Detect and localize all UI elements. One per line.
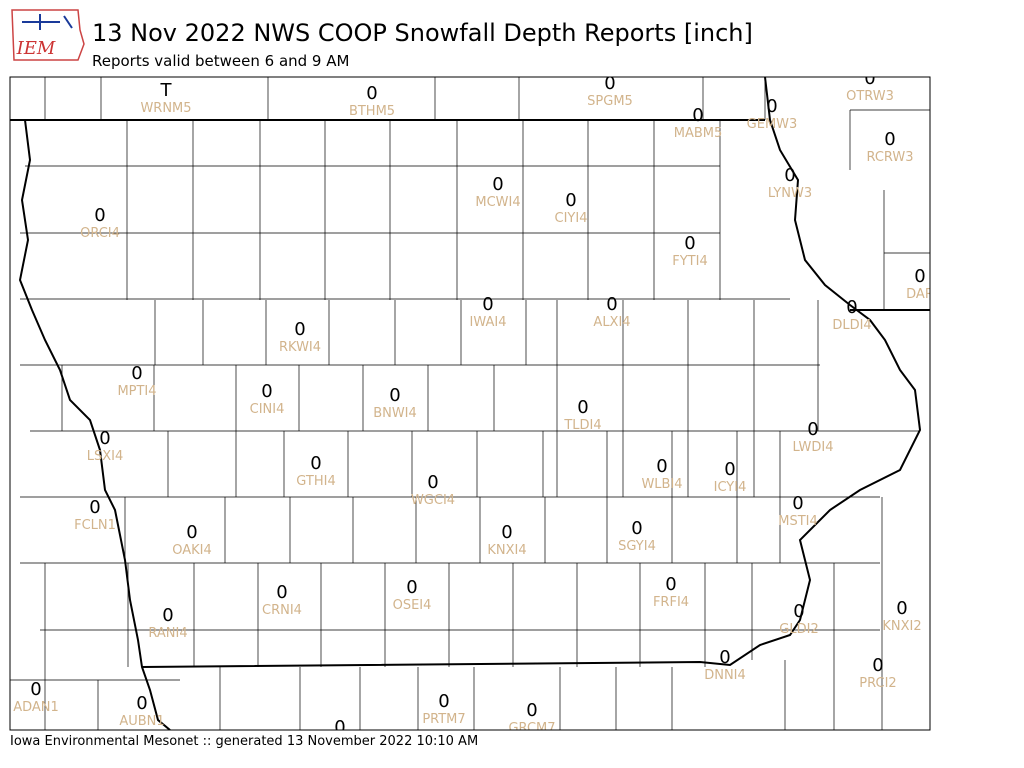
- station-value: 0: [89, 497, 100, 518]
- station-value: 0: [131, 363, 142, 384]
- station-value: 0: [577, 397, 588, 418]
- station-value: 0: [99, 428, 110, 449]
- station-value: 0: [872, 655, 883, 676]
- station-id: KNXI2: [882, 619, 921, 634]
- station-id: OTRW3: [846, 89, 894, 104]
- map-frame: [9, 76, 931, 731]
- station-id: TLDI4: [563, 418, 601, 433]
- station-id: CINI4: [250, 402, 285, 417]
- station-value: 0: [719, 647, 730, 668]
- station-value: 0: [665, 574, 676, 595]
- station-value: 0: [884, 129, 895, 150]
- station-value: 0: [389, 385, 400, 406]
- station-id: CIYI4: [555, 211, 588, 226]
- station-id: GRCM7: [508, 721, 555, 736]
- station-value: 0: [846, 297, 857, 318]
- station-id: IWAI4: [470, 315, 507, 330]
- station-value: 0: [684, 233, 695, 254]
- station-id: FYTI4: [672, 254, 707, 269]
- footer: Iowa Environmental Mesonet :: generated …: [10, 734, 478, 749]
- station-id: LWDI4: [792, 440, 833, 455]
- logo-text: IEM: [16, 38, 56, 59]
- station-value: 0: [914, 266, 925, 287]
- station-id: WLBI4: [641, 477, 682, 492]
- station-value: 0: [310, 453, 321, 474]
- station-id: WGCI4: [411, 493, 455, 508]
- station-value: 0: [276, 582, 287, 603]
- title: 13 Nov 2022 NWS COOP Snowfall Depth Repo…: [92, 19, 753, 47]
- station-value: 0: [792, 493, 803, 514]
- station-id: WRNM5: [140, 101, 191, 116]
- station-value: 0: [565, 190, 576, 211]
- station-value: 0: [896, 598, 907, 619]
- station-value: 0: [724, 459, 735, 480]
- station-id: BTHM5: [349, 104, 395, 119]
- station-value: 0: [162, 605, 173, 626]
- station-id: GLDI2: [779, 622, 818, 637]
- station-value: 0: [864, 68, 875, 89]
- station-value: 0: [261, 381, 272, 402]
- station-id: PRTM7: [422, 712, 465, 727]
- station-value: 0: [604, 73, 615, 94]
- station-id: GTHI4: [296, 474, 335, 489]
- county-lines: [10, 77, 930, 730]
- station-id: ALXI4: [593, 315, 630, 330]
- station-value: 0: [766, 96, 777, 117]
- station-id: RKWI4: [279, 340, 321, 355]
- station-value: 0: [482, 294, 493, 315]
- station-id: ORCI4: [80, 226, 120, 241]
- station-id: FCLN1: [74, 518, 116, 533]
- logo: IEM: [11, 9, 85, 61]
- station-id: RANI4: [148, 626, 187, 641]
- station-id: CRNI4: [262, 603, 302, 618]
- station-value: 0: [438, 691, 449, 712]
- station-value: 0: [427, 472, 438, 493]
- station-value: 0: [501, 522, 512, 543]
- station-id: FRFI4: [653, 595, 689, 610]
- station-id: DNNI4: [704, 668, 746, 683]
- station-value: 0: [294, 319, 305, 340]
- station-value: 0: [30, 679, 41, 700]
- station-id: PRCI2: [859, 676, 896, 691]
- station-value: 0: [334, 717, 345, 738]
- subtitle: Reports valid between 6 and 9 AM: [92, 52, 349, 70]
- station-id: MCWI4: [475, 195, 520, 210]
- station-id: SPGM5: [587, 94, 633, 109]
- station-id: OAKI4: [172, 543, 212, 558]
- station-id: RCRW3: [866, 150, 913, 165]
- station-id: GEMW3: [747, 117, 798, 132]
- station-id: KNXI4: [487, 543, 526, 558]
- station-value: 0: [492, 174, 503, 195]
- station-value: 0: [526, 700, 537, 721]
- station-value: 0: [631, 518, 642, 539]
- station-id: LYNW3: [768, 186, 812, 201]
- station-id: MABM5: [674, 126, 723, 141]
- station-value: 0: [136, 693, 147, 714]
- station-value: T: [160, 80, 173, 101]
- station-value: 0: [692, 105, 703, 126]
- station-id: AUBN1: [119, 714, 164, 729]
- station-id: SGYI4: [618, 539, 656, 554]
- station-id: MPTI4: [117, 384, 156, 399]
- station-value: 0: [406, 577, 417, 598]
- station-value: 0: [186, 522, 197, 543]
- station-value: 0: [784, 165, 795, 186]
- map: TWRNM50BTHM50SPGM50OTRW30MABM50GEMW30RCR…: [10, 68, 934, 738]
- station-id: MSTI4: [778, 514, 818, 529]
- station-value: 0: [807, 419, 818, 440]
- station-id: ICYI4: [714, 480, 747, 495]
- station-value: 0: [606, 294, 617, 315]
- station-id: DAR: [906, 287, 934, 302]
- station-id: OSEI4: [393, 598, 432, 613]
- stations: TWRNM50BTHM50SPGM50OTRW30MABM50GEMW30RCR…: [13, 68, 934, 738]
- station-value: 0: [366, 83, 377, 104]
- station-id: ADAN1: [13, 700, 59, 715]
- station-value: 0: [656, 456, 667, 477]
- station-id: BNWI4: [373, 406, 417, 421]
- station-value: 0: [793, 601, 804, 622]
- station-id: DLDI4: [832, 318, 871, 333]
- station-value: 0: [94, 205, 105, 226]
- station-id: LSXI4: [87, 449, 124, 464]
